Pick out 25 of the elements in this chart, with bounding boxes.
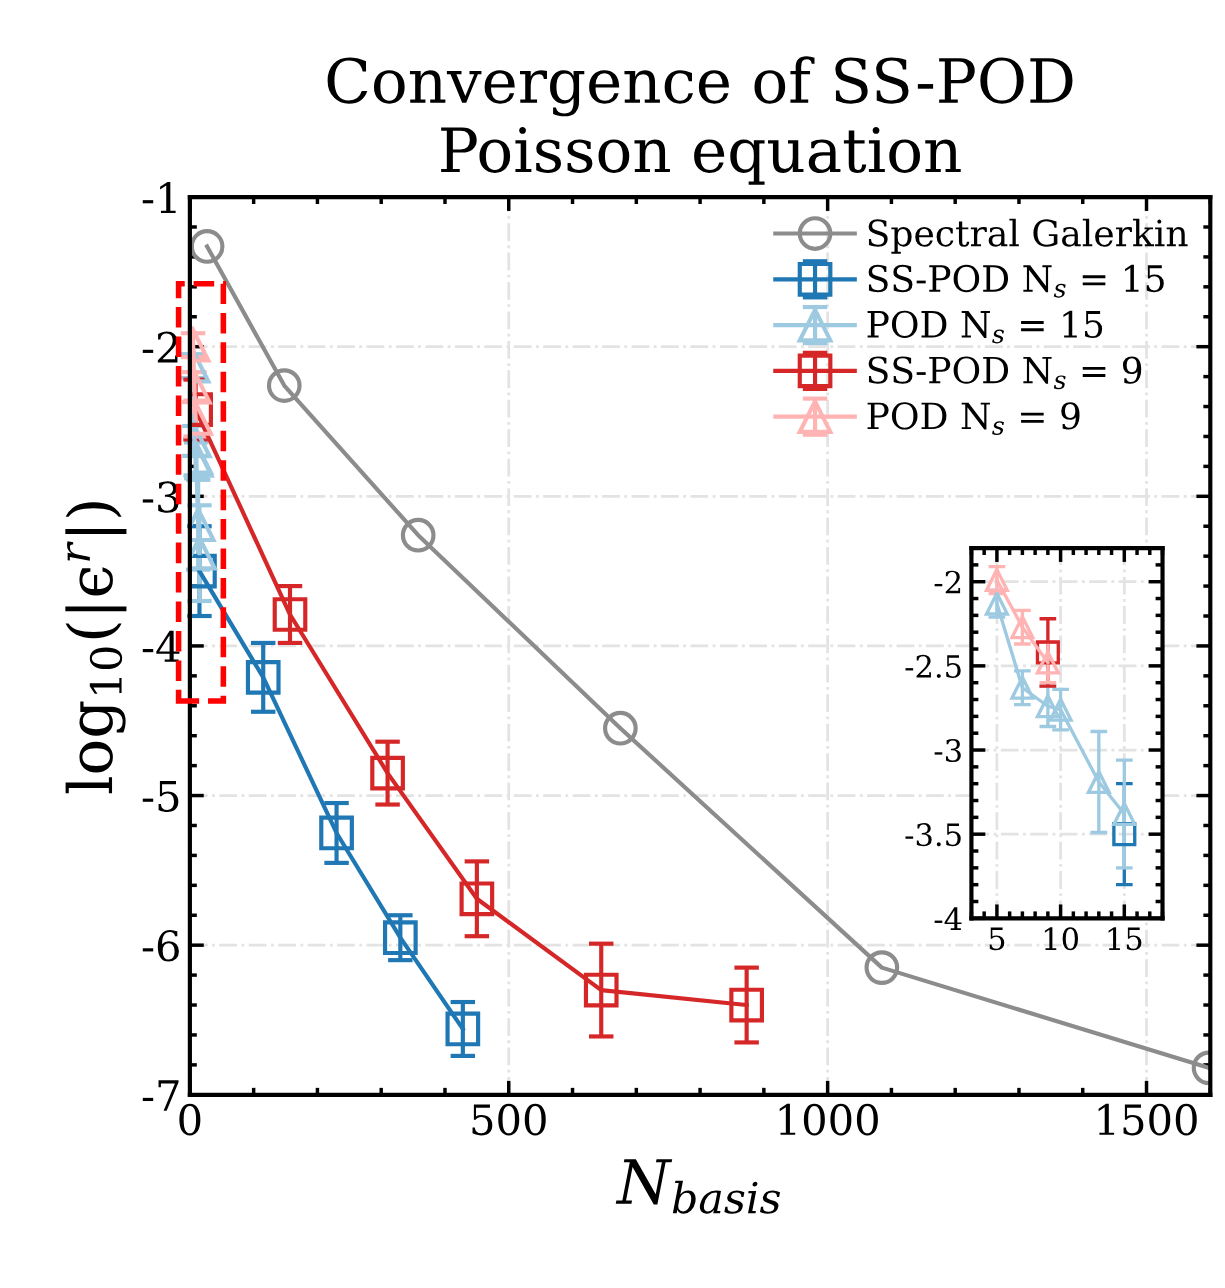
legend-label: SS-POD N$_{s}$ = 9 (868, 356, 1142, 390)
x-axis-title: N$_{basis}$ (615, 1159, 781, 1214)
y-tick-label: -2 (934, 570, 961, 594)
y-tick-label: -4 (142, 630, 180, 662)
y-tick-label: -6 (142, 930, 179, 962)
y-tick-label: -5 (142, 781, 179, 812)
y-axis-title: log$_{10}$(|ϵ$^{r}$|) (65, 502, 127, 794)
legend-label: SS-POD N$_{s}$ = 15 (868, 264, 1164, 298)
x-tick-label: 500 (472, 1103, 546, 1136)
y-tick-label: -2.5 (905, 654, 961, 678)
x-tick-label: 1000 (779, 1103, 878, 1136)
y-tick-label: -7 (142, 1080, 179, 1111)
y-tick-label: -1 (142, 181, 176, 213)
x-tick-label: 15 (1108, 927, 1142, 951)
x-tick-label: 10 (1044, 927, 1079, 951)
legend-label: Spectral Galerkin (868, 218, 1188, 254)
y-tick-label: -3 (934, 738, 961, 763)
x-tick-label: 1500 (1098, 1103, 1197, 1136)
y-tick-label: -3.5 (905, 823, 961, 847)
y-tick-label: -4 (934, 907, 962, 930)
legend-label: POD N$_{s}$ = 15 (867, 310, 1103, 344)
chart-title: Convergence of SS-POD Poisson equation (327, 56, 1073, 185)
legend-label: POD N$_{s}$ = 9 (867, 402, 1080, 435)
x-tick-label: 5 (989, 927, 1005, 951)
x-tick-label: 0 (179, 1103, 201, 1136)
